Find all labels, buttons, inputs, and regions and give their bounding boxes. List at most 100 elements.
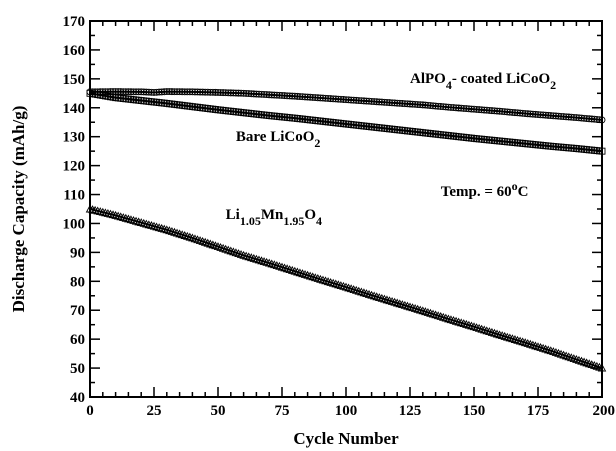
- circle-marker: [201, 88, 209, 96]
- circle-marker: [242, 90, 250, 97]
- circle-marker: [273, 91, 281, 99]
- circle-marker: [240, 89, 248, 97]
- triangle-marker: [495, 330, 504, 339]
- circle-marker: [544, 111, 552, 119]
- y-tick-label: 160: [63, 43, 86, 59]
- circle-marker: [488, 107, 496, 115]
- y-tick-label: 120: [63, 159, 86, 175]
- circle-marker: [135, 88, 143, 96]
- circle-marker: [414, 101, 422, 108]
- y-tick-label: 70: [70, 303, 85, 319]
- triangle-marker: [129, 215, 138, 224]
- triangle-marker: [119, 213, 128, 221]
- circle-marker: [260, 91, 268, 98]
- circle-marker: [432, 102, 440, 110]
- circle-marker: [375, 98, 383, 106]
- triangle-marker: [318, 275, 328, 284]
- circle-marker: [130, 88, 137, 96]
- circle-marker: [531, 110, 539, 118]
- circle-marker: [444, 103, 452, 111]
- circle-marker: [398, 100, 406, 107]
- circle-marker: [478, 106, 486, 114]
- triangle-marker: [316, 274, 325, 283]
- circle-marker: [498, 108, 506, 115]
- circle-marker: [255, 90, 263, 98]
- circle-marker: [153, 88, 161, 96]
- circle-marker: [470, 105, 478, 113]
- circle-marker: [386, 99, 393, 107]
- series-3-triangle: [85, 204, 607, 372]
- y-tick-label: 170: [63, 14, 86, 30]
- circle-marker: [339, 96, 347, 103]
- triangle-marker: [398, 300, 407, 309]
- triangle-marker: [385, 296, 394, 305]
- triangle-marker: [144, 220, 154, 229]
- triangle-marker: [249, 253, 259, 262]
- triangle-marker: [98, 207, 108, 216]
- x-tick-label: 75: [275, 403, 290, 419]
- triangle-marker: [375, 293, 384, 301]
- circle-marker: [360, 97, 368, 105]
- x-tick-label: 100: [335, 403, 358, 419]
- circle-marker: [473, 105, 481, 113]
- circle-marker: [383, 98, 391, 106]
- circle-marker: [196, 88, 204, 96]
- series-2-square: [86, 89, 606, 155]
- annotation-part: Temp. = 60: [441, 184, 512, 200]
- circle-marker: [393, 99, 401, 107]
- triangle-marker: [395, 299, 405, 308]
- triangle-marker: [451, 316, 461, 325]
- circle-marker: [378, 98, 386, 106]
- plot-marks: [85, 88, 607, 372]
- triangle-marker: [410, 304, 420, 312]
- circle-marker: [337, 95, 345, 103]
- x-tick-label: 175: [527, 403, 550, 419]
- circle-marker: [549, 112, 557, 120]
- circle-marker: [183, 88, 191, 96]
- triangle-marker: [131, 216, 141, 225]
- circle-marker: [194, 88, 201, 96]
- circle-marker: [229, 89, 237, 97]
- circle-marker: [455, 104, 463, 112]
- triangle-marker: [380, 294, 389, 303]
- circle-marker: [293, 92, 301, 100]
- triangle-marker: [497, 331, 507, 340]
- circle-marker: [547, 112, 555, 120]
- circle-marker: [217, 89, 225, 96]
- circle-marker: [347, 96, 355, 104]
- annotation-part: 2: [550, 78, 556, 92]
- triangle-marker: [134, 217, 143, 226]
- triangle-marker: [108, 210, 118, 219]
- circle-marker: [406, 100, 414, 108]
- triangle-marker: [403, 301, 412, 310]
- circle-marker: [132, 88, 140, 96]
- triangle-marker: [462, 319, 471, 328]
- circle-marker: [324, 95, 332, 102]
- circle-marker: [124, 88, 132, 96]
- triangle-marker: [124, 214, 133, 223]
- circle-marker: [529, 110, 537, 118]
- y-tick-label: 80: [70, 274, 85, 290]
- triangle-marker: [321, 276, 330, 285]
- triangle-marker: [413, 304, 422, 313]
- circle-marker: [465, 105, 473, 113]
- triangle-marker: [157, 223, 166, 232]
- circle-marker: [585, 115, 593, 123]
- triangle-marker: [326, 277, 335, 286]
- triangle-marker: [464, 320, 474, 329]
- circle-marker: [301, 93, 309, 101]
- triangle-marker: [500, 331, 509, 340]
- y-tick-label: 110: [63, 188, 85, 204]
- annotation-part: Mn: [261, 207, 284, 223]
- circle-marker: [475, 106, 483, 114]
- circle-marker: [583, 115, 591, 122]
- circle-marker: [209, 88, 217, 96]
- triangle-marker: [241, 251, 251, 260]
- x-tick-label: 150: [463, 403, 486, 419]
- circle-marker: [191, 88, 199, 96]
- annotation-label: AlPO4- coated LiCoO2: [410, 71, 556, 92]
- circle-marker: [227, 89, 235, 97]
- triangle-marker: [369, 291, 379, 300]
- triangle-marker: [382, 295, 392, 304]
- circle-marker: [570, 113, 578, 121]
